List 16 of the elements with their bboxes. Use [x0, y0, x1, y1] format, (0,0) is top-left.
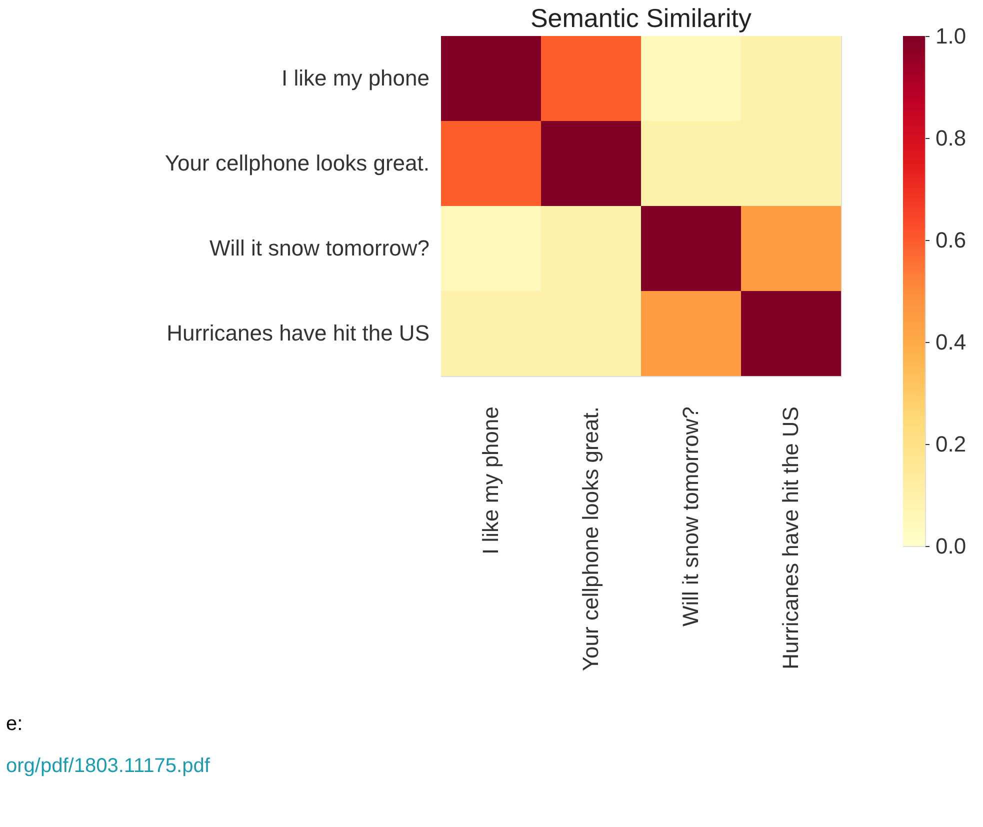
color-bar-label: 0.0 — [936, 534, 966, 558]
chart-title: Semantic Similarity — [530, 3, 752, 33]
y-tick-label: Will it snow tomorrow? — [209, 236, 430, 260]
y-tick-label: Your cellphone looks great. — [164, 150, 430, 176]
x-tick-label: Your cellphone looks great. — [578, 406, 603, 672]
x-tick-label: Hurricanes have hit the US — [778, 406, 803, 670]
color-bar-label: 0.6 — [936, 228, 966, 252]
y-tick-label: I like my phone — [282, 66, 430, 90]
x-tick-label: Will it snow tomorrow? — [678, 406, 703, 627]
color-bar-label: 0.2 — [936, 432, 966, 456]
y-tick-label: Hurricanes have hit the US — [166, 320, 430, 346]
color-bar-label: 0.8 — [936, 126, 966, 150]
color-bar-label: 1.0 — [936, 24, 966, 48]
text: org/pdf/1803.11175.pdf — [6, 755, 210, 777]
color-bar-label: 0.4 — [936, 330, 966, 354]
text: e: — [6, 713, 23, 735]
